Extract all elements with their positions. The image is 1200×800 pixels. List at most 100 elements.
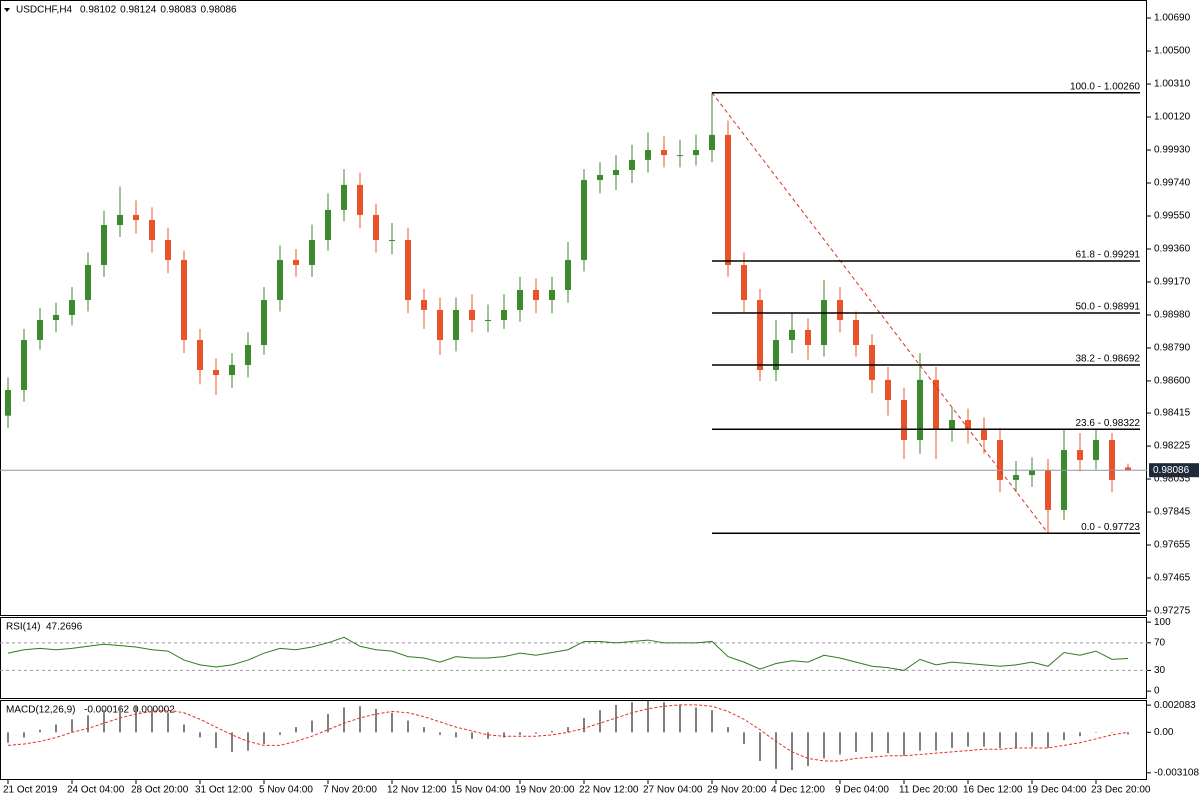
macd-bar <box>151 707 153 733</box>
candle-body <box>741 264 747 301</box>
macd-panel <box>0 700 1147 780</box>
symbol-title: USDCHF,H4 <box>16 5 73 16</box>
macd-bar <box>1063 732 1065 741</box>
macd-bar <box>311 720 313 733</box>
rsi-line <box>7 636 1129 671</box>
macd-bar <box>999 732 1001 748</box>
macd-bar <box>391 712 393 733</box>
candle-body <box>565 259 571 290</box>
macd-bar <box>935 732 937 751</box>
macd-bar <box>871 732 873 752</box>
x-tick-label: 22 Nov 12:00 <box>579 785 639 796</box>
y-tick-label: 0.98980 <box>1154 310 1191 321</box>
candle-body <box>245 345 251 365</box>
candle-body <box>677 155 683 157</box>
macd-bar <box>1095 732 1097 733</box>
candle-body <box>37 320 43 340</box>
macd-bar <box>295 727 297 733</box>
macd-bar <box>343 707 345 733</box>
macd-bar <box>743 732 745 745</box>
y-tick-label: 30 <box>1154 665 1166 676</box>
macd-bar <box>535 732 537 734</box>
candle-body <box>69 300 75 315</box>
y-tick-label: 0.98225 <box>1154 441 1191 452</box>
trend-line <box>711 92 1049 534</box>
macd-bar <box>439 732 441 735</box>
y-tick-label: 100 <box>1154 617 1171 628</box>
macd-bar <box>759 732 761 761</box>
candle-body <box>853 320 859 346</box>
macd-bar <box>887 732 889 754</box>
candle-body <box>997 439 1003 480</box>
y-tick-label: 0.97465 <box>1154 573 1191 584</box>
macd-bar <box>1111 732 1113 733</box>
macd-bar <box>583 717 585 733</box>
y-tick-label: 0.99360 <box>1154 244 1191 255</box>
y-tick-label: 0.97655 <box>1154 540 1191 551</box>
candle-body <box>965 420 971 430</box>
macd-bar <box>519 732 521 735</box>
last-price-box <box>1149 463 1199 478</box>
rsi-title: RSI(14) <box>6 622 40 633</box>
macd-bar <box>567 727 569 733</box>
y-tick-label: 1.00310 <box>1154 79 1191 90</box>
candle-body <box>149 219 155 240</box>
macd-bar <box>903 732 905 756</box>
y-tick-label: 0.99740 <box>1154 178 1191 189</box>
header-value: 0.98086 <box>200 5 237 16</box>
y-tick-label: 0.97275 <box>1154 606 1191 617</box>
y-tick-label: 0.99170 <box>1154 277 1191 288</box>
y-tick-label: 0.00 <box>1154 727 1174 738</box>
candle-body <box>725 134 731 265</box>
x-tick-label: 4 Dec 12:00 <box>771 785 825 796</box>
candle-body <box>5 389 11 416</box>
macd-bar <box>839 732 841 755</box>
macd-bar <box>375 708 377 733</box>
macd-bar <box>919 732 921 751</box>
x-tick-label: 9 Dec 04:00 <box>835 785 889 796</box>
candle-body <box>165 239 171 260</box>
candle-body <box>261 300 267 346</box>
y-tick-label: 0.99930 <box>1154 145 1191 156</box>
last-price-label: 0.98086 <box>1153 465 1190 476</box>
main-panel <box>0 0 1147 616</box>
x-tick-label: 7 Nov 20:00 <box>323 785 377 796</box>
header-value: 0.98124 <box>120 5 157 16</box>
candle-body <box>613 169 619 176</box>
macd-bar <box>1079 732 1081 737</box>
macd-bar <box>487 732 489 739</box>
menu-arrow[interactable] <box>4 8 10 12</box>
y-tick-label: -0.003108 <box>1154 767 1199 778</box>
x-tick-label: 28 Oct 20:00 <box>131 785 189 796</box>
y-tick-label: 0.98790 <box>1154 343 1191 354</box>
header-value: 0.000002 <box>133 705 175 716</box>
candle-body <box>949 420 955 430</box>
candle-body <box>1045 470 1051 510</box>
candle-body <box>933 379 939 430</box>
y-tick-label: 0.98415 <box>1154 408 1191 419</box>
macd-bar <box>71 719 73 733</box>
x-tick-label: 19 Nov 20:00 <box>515 785 575 796</box>
x-tick-label: 24 Oct 04:00 <box>67 785 125 796</box>
macd-bar <box>1127 732 1129 735</box>
fib-label: 23.6 - 0.98322 <box>1076 418 1141 429</box>
candle-body <box>1109 439 1115 480</box>
y-tick-label: 0.97845 <box>1154 507 1191 518</box>
y-tick-label: 70 <box>1154 637 1166 648</box>
macd-bar <box>1015 732 1017 748</box>
candle-body <box>1029 470 1035 476</box>
candle-body <box>485 320 491 322</box>
candle-body <box>117 214 123 226</box>
macd-bar <box>183 724 185 733</box>
candle-body <box>693 150 699 156</box>
candle-body <box>437 309 443 340</box>
y-tick-label: 0 <box>1154 686 1160 697</box>
y-tick-label: 0.98035 <box>1154 474 1191 485</box>
candle-body <box>293 259 299 265</box>
macd-bar <box>199 732 201 738</box>
macd-bar <box>615 704 617 733</box>
candle-body <box>501 309 507 321</box>
macd-bar <box>663 702 665 733</box>
candle-body <box>469 309 475 321</box>
x-tick-label: 23 Dec 20:00 <box>1091 785 1151 796</box>
